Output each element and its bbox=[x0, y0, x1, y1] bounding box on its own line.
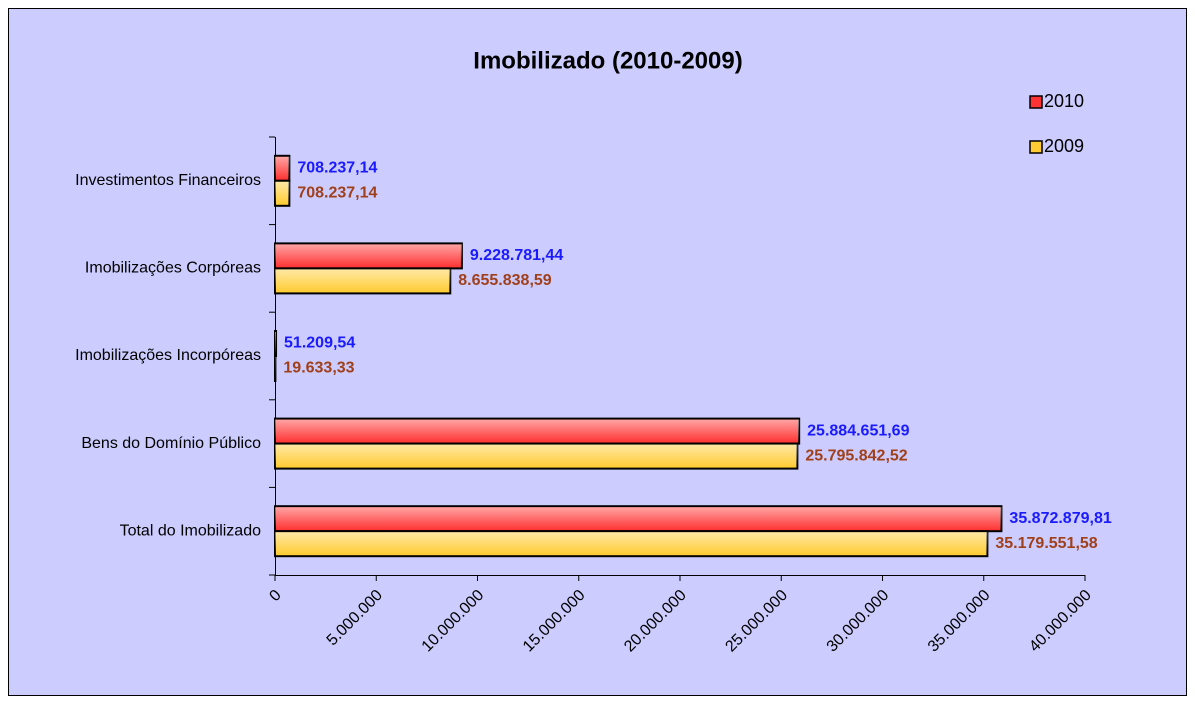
y-tick-label: Bens do Domínio Público bbox=[81, 435, 261, 452]
value-label: 708.237,14 bbox=[297, 185, 377, 202]
y-tick-label: Imobilizações Corpóreas bbox=[85, 260, 261, 277]
value-label: 51.209,54 bbox=[284, 335, 355, 352]
value-label: 35.872.879,81 bbox=[1009, 510, 1111, 527]
bar-shine bbox=[275, 332, 277, 355]
bar-shine bbox=[275, 444, 798, 468]
bar-shine bbox=[275, 507, 1002, 531]
value-label: 19.633,33 bbox=[283, 360, 354, 377]
legend-label: 2009 bbox=[1044, 136, 1084, 156]
y-tick-label: Investimentos Financeiros bbox=[75, 172, 261, 189]
bar-shine bbox=[275, 156, 290, 180]
y-tick-label: Total do Imobilizado bbox=[120, 522, 262, 539]
chart-title: Imobilizado (2010-2009) bbox=[473, 47, 742, 74]
value-label: 9.228.781,44 bbox=[470, 247, 564, 264]
value-label: 25.795.842,52 bbox=[805, 447, 907, 464]
value-label: 35.179.551,58 bbox=[995, 535, 1097, 552]
bar-shine bbox=[275, 244, 462, 268]
value-label: 8.655.838,59 bbox=[458, 272, 552, 289]
bar-shine bbox=[275, 181, 290, 205]
chart-background bbox=[8, 8, 1187, 696]
bar-shine bbox=[275, 532, 988, 556]
bar-shine bbox=[275, 269, 451, 293]
legend-swatch bbox=[1029, 140, 1043, 154]
legend-label: 2010 bbox=[1044, 91, 1084, 111]
value-label: 708.237,14 bbox=[297, 160, 377, 177]
bar-shine bbox=[275, 419, 800, 443]
value-label: 25.884.651,69 bbox=[807, 422, 909, 439]
y-tick-label: Imobilizações Incorpóreas bbox=[75, 347, 261, 364]
legend-swatch bbox=[1029, 95, 1043, 109]
